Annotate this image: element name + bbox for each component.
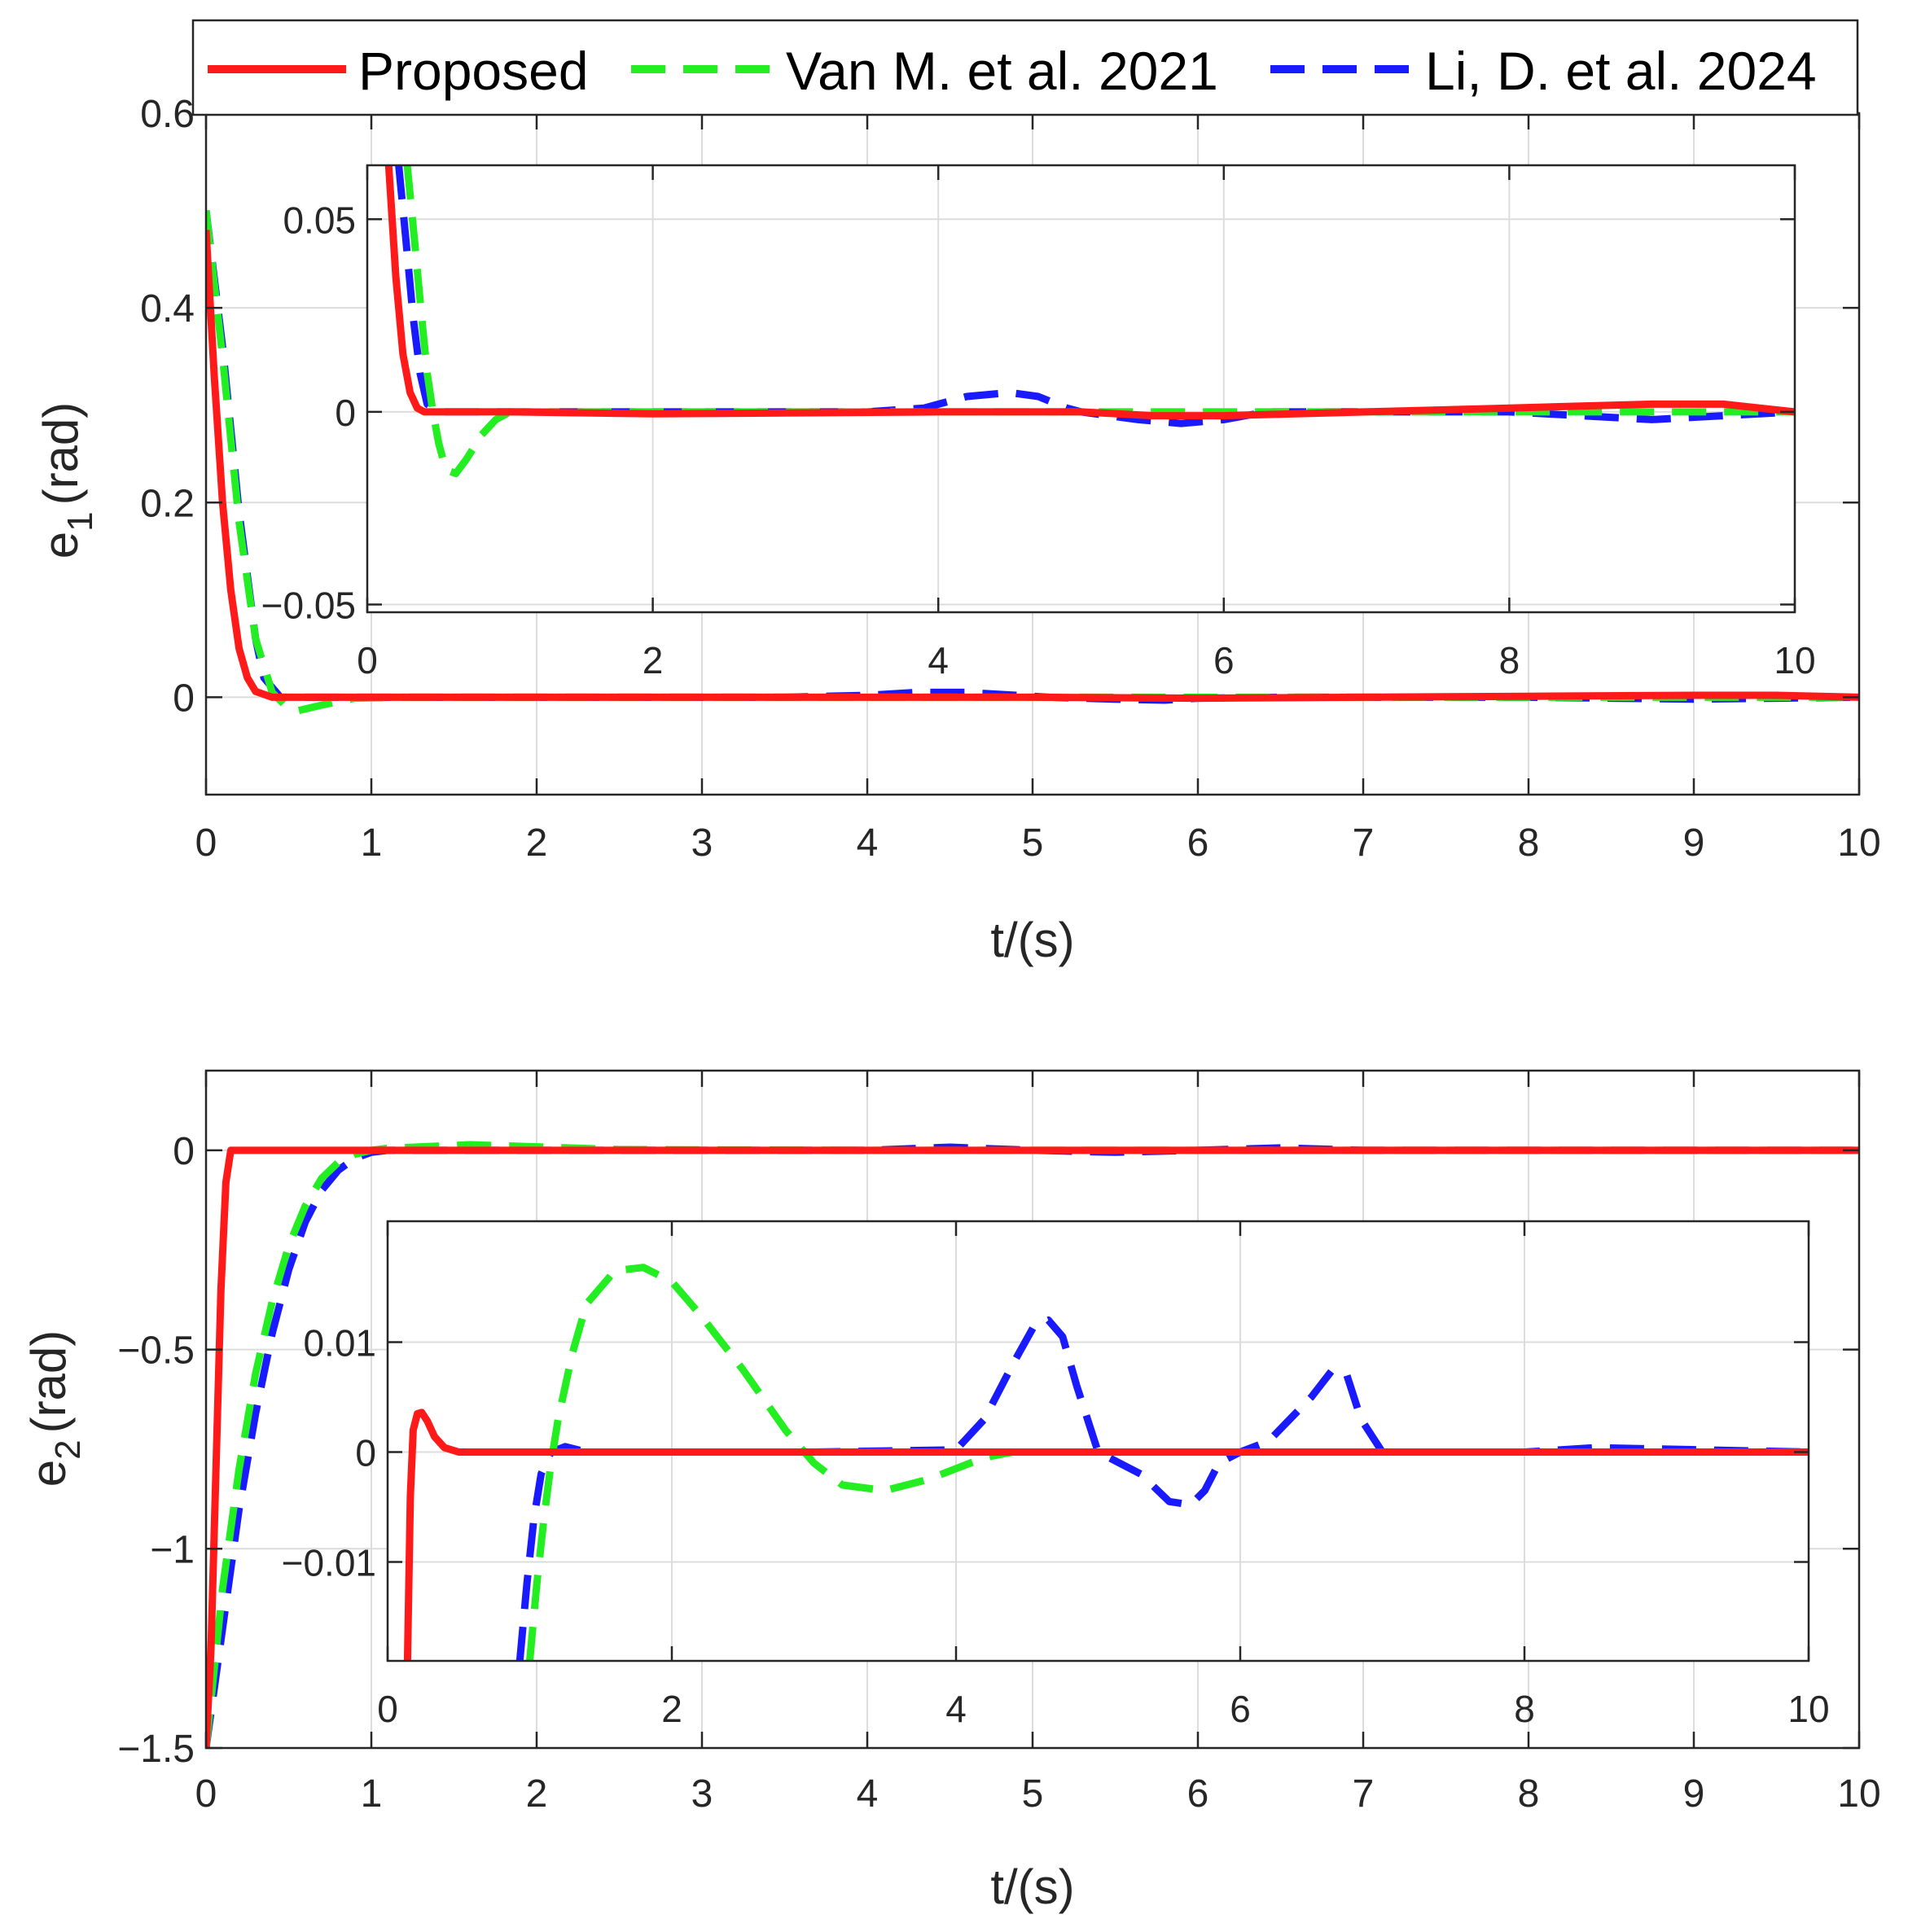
e1_main-xtick-label-0: 0	[195, 821, 217, 865]
e1-inset-xticks: 0 2 4 6 8 10	[357, 165, 1816, 681]
e1_inset-xtick-label-5: 10	[1774, 639, 1815, 681]
e1_inset-ytick-label-0: −0.05	[261, 585, 356, 627]
e2_main-xtick-label-0: 0	[195, 1772, 217, 1816]
e2_main-xtick-label-9: 9	[1683, 1772, 1705, 1816]
e1-main-xticks: 0 1 2 3 4 5 6 7 8 9 10	[195, 113, 1881, 865]
legend: Proposed Van M. et al. 2021 Li, D. et al…	[191, 19, 1859, 116]
e1-main-yticks: 0 0.2 0.4 0.6	[140, 93, 1859, 720]
e2_inset-xtick-label-5: 10	[1787, 1688, 1829, 1730]
e1-inset-series	[384, 165, 1795, 478]
e1_inset-ytick-label-1: 0	[335, 392, 356, 434]
e2-main-xticks: 0 1 2 3 4 5 6 7 8 9 10	[195, 1071, 1881, 1816]
e1_inset-series-proposed	[384, 165, 1795, 420]
e1_main-xtick-label-5: 5	[1022, 821, 1044, 865]
e2_main-xtick-label-1: 1	[361, 1772, 383, 1816]
e2-y-axis-label: e2 (rad)	[21, 1330, 88, 1487]
e1-main-series	[206, 210, 1859, 715]
e2-main-series	[206, 1141, 1859, 1748]
e2_main-xtick-label-3: 3	[691, 1772, 713, 1816]
e2_main-ytick-label-1: −1	[150, 1528, 195, 1571]
e2-y-label-unit: (rad)	[21, 1330, 76, 1434]
e2_main-xtick-label-4: 4	[857, 1772, 879, 1816]
e2_inset-ytick-label-1: 0	[355, 1432, 376, 1474]
e1_main-xtick-label-8: 8	[1518, 821, 1540, 865]
e2_main-xtick-label-5: 5	[1022, 1772, 1044, 1816]
e1_main-xtick-label-6: 6	[1187, 821, 1209, 865]
e2_main-xtick-label-2: 2	[526, 1772, 548, 1816]
e1-inset-frame	[366, 164, 1796, 614]
e2-main-yticks: −1.5 −1 −0.5 0	[117, 1130, 1859, 1771]
legend-label-proposed: Proposed	[358, 41, 589, 101]
e2_inset-xtick-label-3: 6	[1230, 1688, 1251, 1730]
e1_inset-xtick-label-2: 4	[928, 639, 949, 681]
e1-x-axis-label: t/(s)	[990, 913, 1074, 967]
e2-y-label-subscript: 2	[48, 1439, 88, 1459]
e2-inset-frame	[386, 1220, 1810, 1663]
legend-label-li: Li, D. et al. 2024	[1425, 41, 1817, 101]
e2_inset-ytick-label-0: −0.01	[282, 1542, 376, 1584]
e1_main-xtick-label-7: 7	[1353, 821, 1375, 865]
e1-inset-plot-area	[367, 165, 1795, 612]
e1_main-xtick-label-4: 4	[857, 821, 879, 865]
e2_inset-series-van	[526, 1264, 1809, 1661]
e1_main-xtick-label-10: 10	[1837, 821, 1880, 865]
e1_main-ytick-label-1: 0.2	[140, 482, 195, 525]
e2-x-axis-label: t/(s)	[990, 1860, 1074, 1914]
e1-y-label-subscript: 1	[60, 511, 100, 531]
e2_inset-xtick-label-0: 0	[377, 1688, 398, 1730]
e2_main-ytick-label-2: −0.5	[117, 1330, 195, 1373]
e1_main-xtick-label-1: 1	[361, 821, 383, 865]
e1_inset-series-li	[395, 165, 1795, 427]
e2_main-xtick-label-8: 8	[1518, 1772, 1540, 1816]
e2-inset-series	[403, 1264, 1809, 1661]
e2_main-ytick-label-3: 0	[173, 1130, 195, 1173]
e1_inset-xtick-label-4: 8	[1499, 639, 1520, 681]
e1_inset-ytick-label-2: 0.05	[283, 199, 356, 241]
e1_inset-xtick-label-0: 0	[357, 639, 378, 681]
e2-inset-axes: 0 2 4 6 8 10 −0.01 0 0.01	[282, 1220, 1830, 1730]
e2_inset-xtick-label-2: 4	[945, 1688, 967, 1730]
e1_inset-xtick-label-3: 6	[1213, 639, 1235, 681]
e2_main-series-proposed	[206, 1146, 1859, 1748]
legend-box	[191, 19, 1859, 116]
legend-label-van: Van M. et al. 2021	[786, 41, 1218, 101]
e2-y-label-base: e	[21, 1460, 76, 1487]
e2_main-xtick-label-6: 6	[1187, 1772, 1209, 1816]
e1_main-ytick-label-0: 0	[173, 677, 195, 720]
e2-inset-yticks: −0.01 0 0.01	[282, 1322, 1809, 1584]
e2_main-xtick-label-10: 10	[1837, 1772, 1880, 1816]
e1-y-label-unit: (rad)	[33, 402, 88, 506]
e1_main-xtick-label-9: 9	[1683, 821, 1705, 865]
e1-inset-yticks: −0.05 0 0.05	[261, 199, 1795, 627]
e2_inset-series-proposed	[403, 1408, 1809, 1661]
e1-y-label-base: e	[33, 532, 88, 559]
e2_main-xtick-label-7: 7	[1353, 1772, 1375, 1816]
e2_inset-ytick-label-2: 0.01	[303, 1322, 376, 1365]
e1-y-axis-label: e1 (rad)	[33, 402, 100, 559]
e2_inset-xtick-label-4: 8	[1514, 1688, 1535, 1730]
e1_main-xtick-label-3: 3	[691, 821, 713, 865]
e1_main-xtick-label-2: 2	[526, 821, 548, 865]
e1_main-ytick-label-3: 0.6	[140, 93, 195, 136]
e2_main-ytick-label-0: −1.5	[117, 1728, 195, 1771]
e2-inset-xticks: 0 2 4 6 8 10	[377, 1221, 1830, 1730]
e2_inset-xtick-label-1: 2	[661, 1688, 682, 1730]
e2_inset-series-li	[515, 1316, 1809, 1661]
e1_inset-xtick-label-1: 2	[643, 639, 664, 681]
e1_main-ytick-label-2: 0.4	[140, 287, 195, 331]
e1_main-series-proposed	[206, 230, 1859, 703]
